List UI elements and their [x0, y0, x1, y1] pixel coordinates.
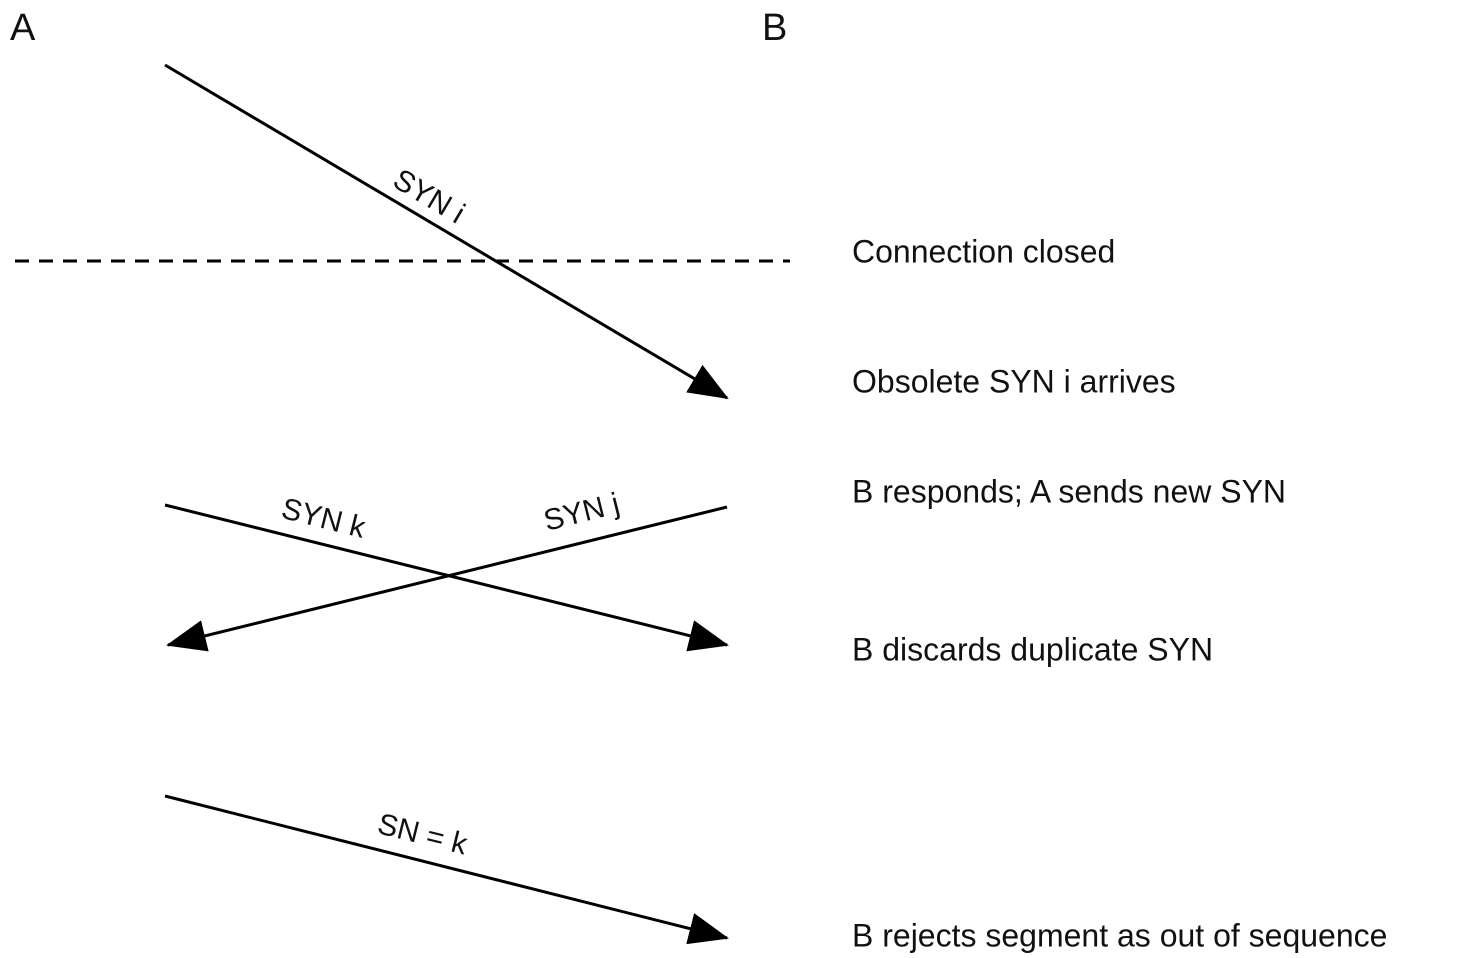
arrow	[164, 794, 729, 945]
arrow-label: SYN j	[540, 487, 622, 538]
arrow	[166, 505, 728, 652]
event-label: Obsolete SYN i arrives	[852, 363, 1176, 399]
host-label: A	[10, 7, 36, 49]
event-label: B discards duplicate SYN	[852, 631, 1213, 667]
arrow	[164, 63, 729, 400]
host-label: B	[762, 7, 787, 49]
event-label: B responds; A sends new SYN	[852, 473, 1286, 509]
event-label: Connection closed	[852, 233, 1115, 269]
event-label: B rejects segment as out of sequence	[852, 917, 1387, 953]
